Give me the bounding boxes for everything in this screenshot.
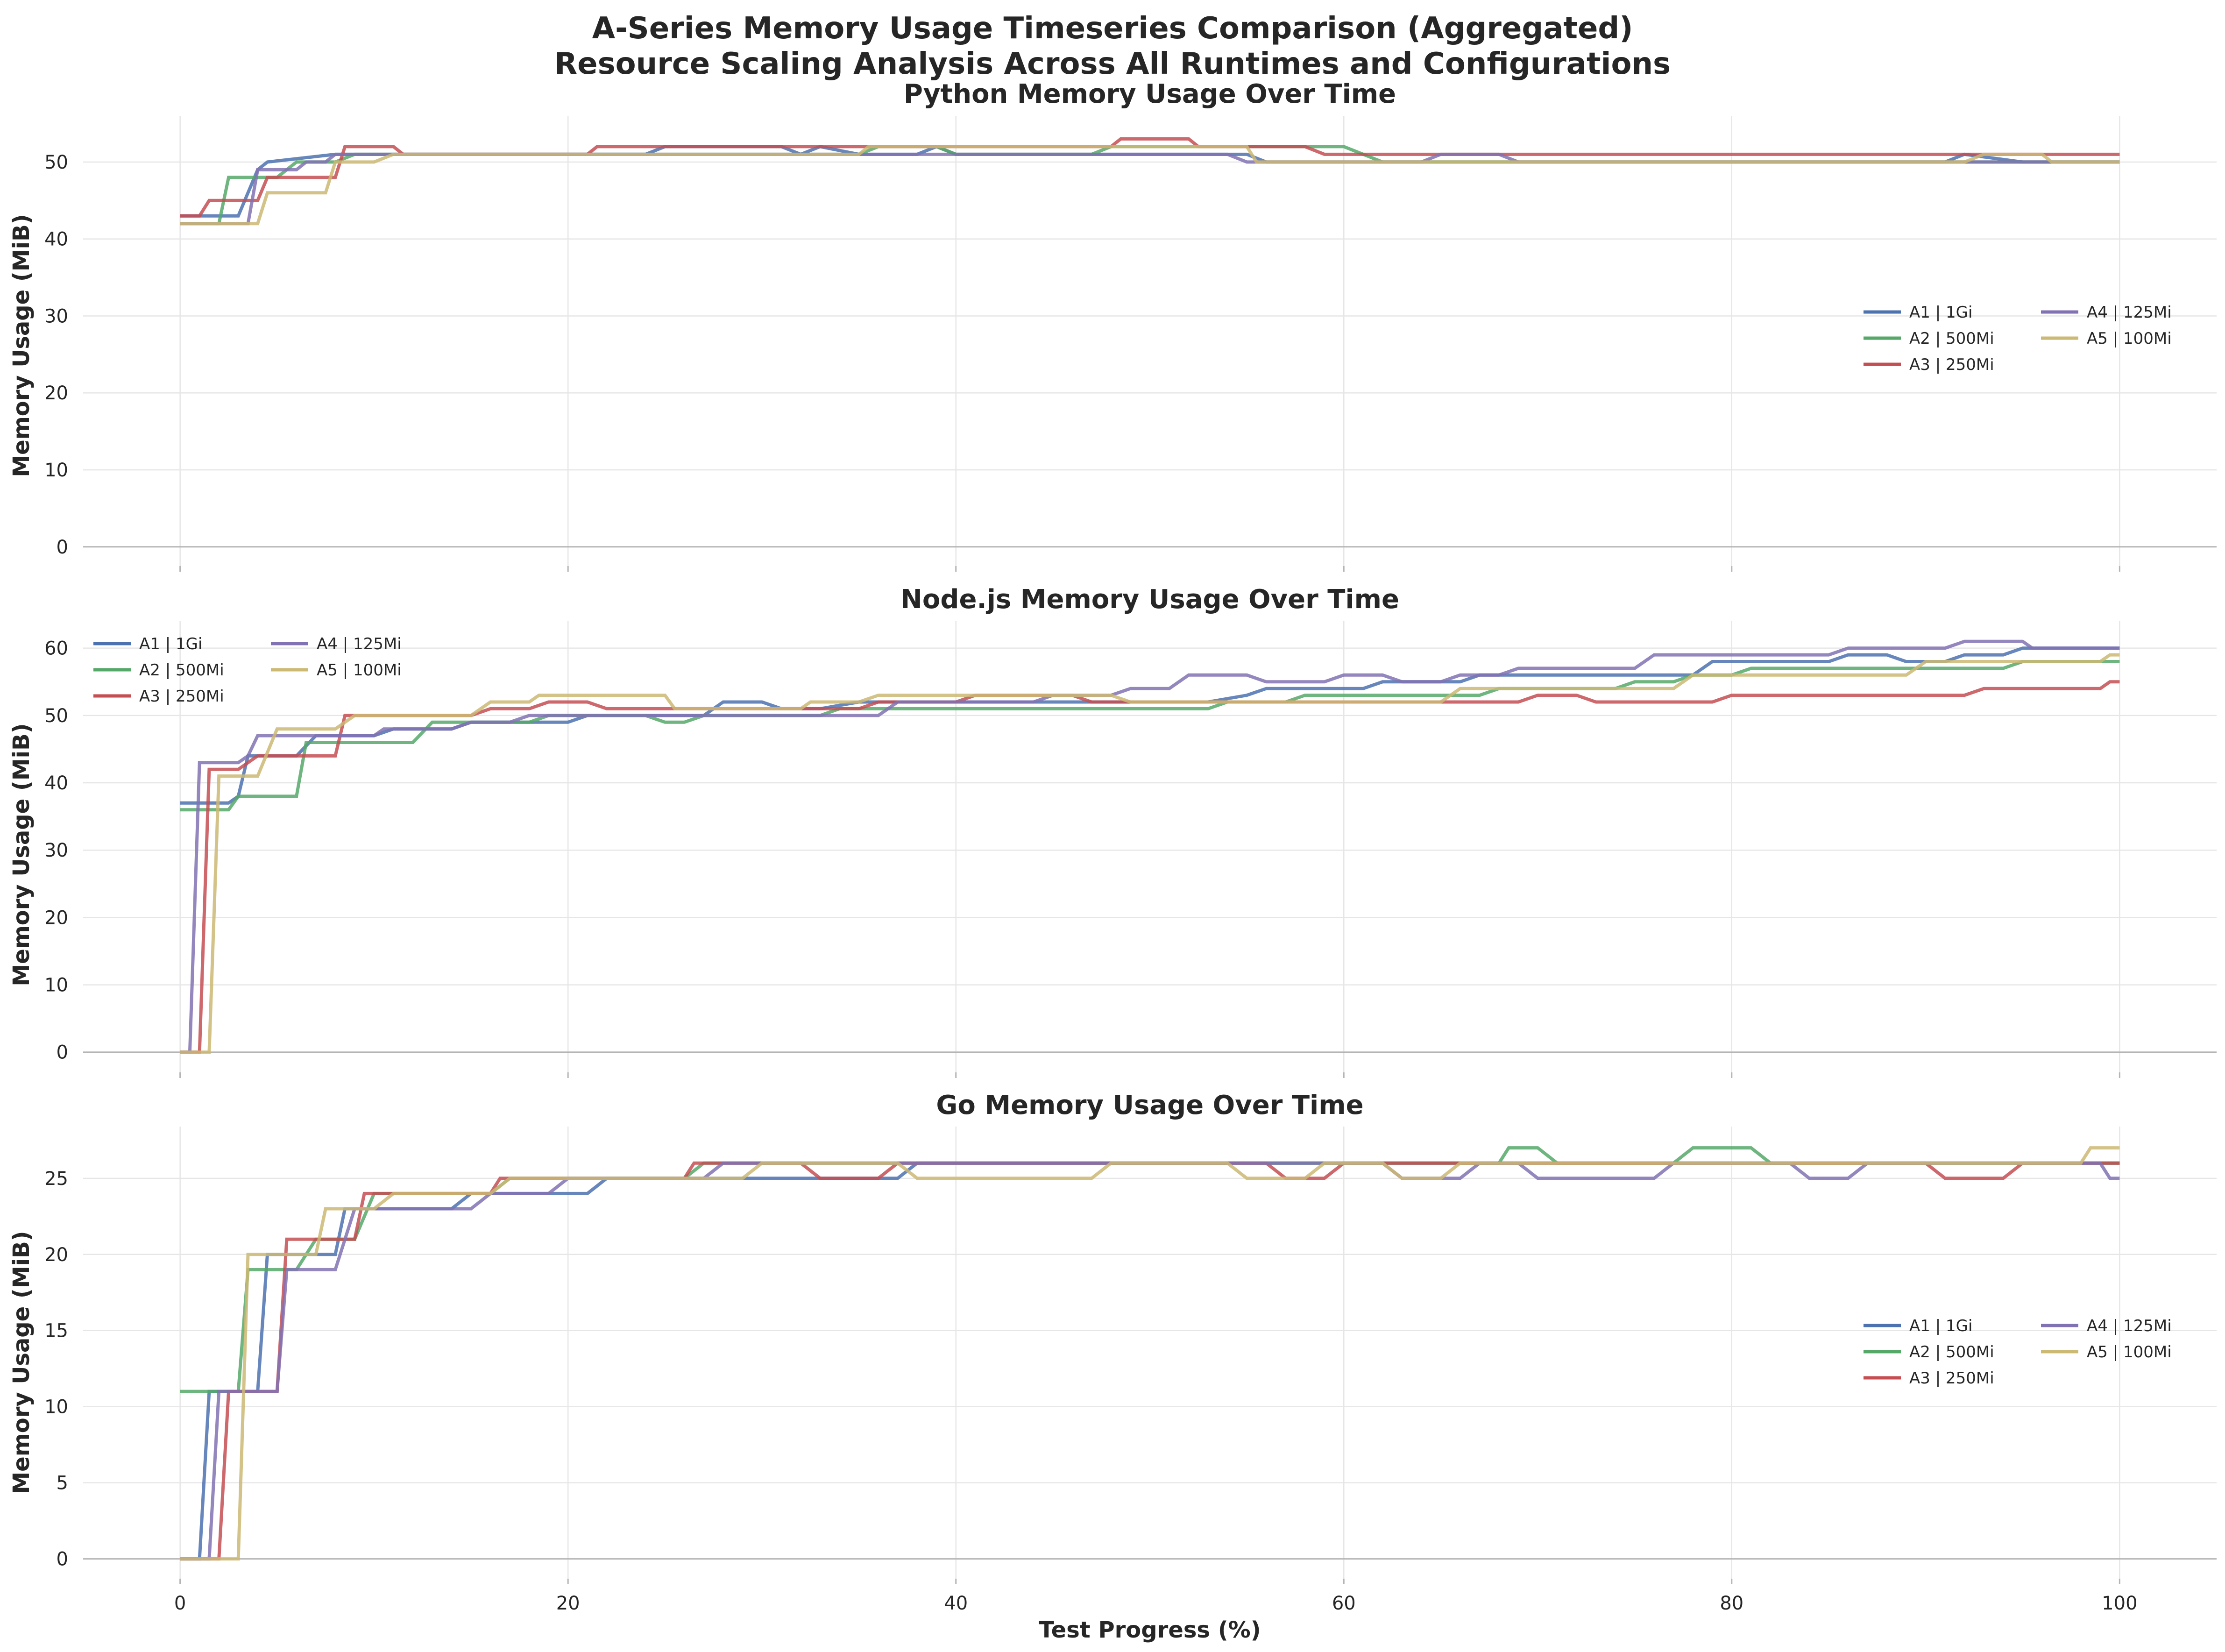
nodejs-series-a4	[180, 639, 2120, 1054]
go-series-a4	[180, 1161, 2120, 1561]
python-y-tick-label: 50	[44, 152, 68, 173]
python-memory-chart: Python Memory Usage Over Time Memory Usa…	[8, 79, 2217, 572]
python-series-a3	[180, 137, 2120, 218]
legend-label-a3: A3 | 250Mi	[139, 687, 224, 706]
python-legend: A1 | 1Gi A2 | 500Mi A3 | 250Mi A4 | 125Mi A5…	[1864, 303, 2172, 374]
python-series-a2	[180, 145, 2120, 226]
python-y-tick-label: 10	[44, 460, 68, 481]
go-series-a5	[180, 1146, 2120, 1561]
figure-title-line1: A-Series Memory Usage Timeseries Compari…	[592, 11, 1633, 46]
nodejs-y-axis-label: Memory Usage (MiB)	[8, 723, 35, 986]
nodejs-series-a1	[180, 646, 2120, 805]
python-y-tick-label: 30	[44, 305, 68, 327]
x-tick-label: 80	[1720, 1593, 1743, 1614]
legend-label-a2: A2 | 500Mi	[139, 661, 224, 680]
nodejs-series-a5	[180, 653, 2120, 1054]
nodejs-y-tick-label: 0	[57, 1042, 68, 1064]
go-y-tick-label: 20	[44, 1244, 68, 1266]
nodejs-y-tick-label: 20	[44, 907, 68, 929]
go-y-tick-label: 25	[44, 1168, 68, 1190]
nodejs-chart-title: Node.js Memory Usage Over Time	[900, 584, 1399, 615]
go-series-a3	[180, 1161, 2120, 1561]
go-y-tick-label: 5	[57, 1473, 68, 1494]
legend-label-a5: A5 | 100Mi	[2087, 1343, 2172, 1361]
x-tick-label: 0	[174, 1593, 186, 1614]
python-y-axis-label: Memory Usage (MiB)	[8, 214, 35, 477]
nodejs-memory-chart: Node.js Memory Usage Over Time Memory Us…	[8, 584, 2217, 1078]
legend-label-a5: A5 | 100Mi	[317, 661, 402, 680]
python-y-tick-label: 0	[57, 537, 68, 558]
legend-label-a5: A5 | 100Mi	[2087, 329, 2172, 348]
legend-label-a3: A3 | 250Mi	[1909, 355, 1994, 374]
nodejs-y-tick-label: 50	[44, 705, 68, 727]
x-tick-label: 40	[944, 1593, 968, 1614]
go-y-axis-label: Memory Usage (MiB)	[8, 1231, 35, 1494]
nodejs-y-tick-label: 60	[44, 638, 68, 659]
python-series-a1	[180, 145, 2120, 218]
go-y-tick-label: 10	[44, 1397, 68, 1418]
legend-label-a1: A1 | 1Gi	[139, 635, 202, 653]
nodejs-y-tick-label: 40	[44, 773, 68, 794]
legend-label-a4: A4 | 125Mi	[317, 635, 402, 653]
python-y-tick-label: 40	[44, 229, 68, 250]
legend-label-a1: A1 | 1Gi	[1909, 303, 1972, 322]
python-series-a5	[180, 145, 2120, 226]
go-y-tick-label: 15	[44, 1320, 68, 1342]
legend-label-a2: A2 | 500Mi	[1909, 329, 1994, 348]
nodejs-y-tick-label: 10	[44, 975, 68, 996]
nodejs-y-tick-label: 30	[44, 840, 68, 861]
python-chart-title: Python Memory Usage Over Time	[904, 79, 1396, 109]
legend-label-a3: A3 | 250Mi	[1909, 1369, 1994, 1388]
legend-label-a4: A4 | 125Mi	[2087, 1317, 2172, 1335]
nodejs-series-a2	[180, 660, 2120, 812]
python-y-tick-label: 20	[44, 383, 68, 404]
go-series-a2	[180, 1146, 2120, 1393]
go-memory-chart: Go Memory Usage Over Time Memory Usage (…	[8, 1090, 2217, 1643]
nodejs-series-a3	[180, 680, 2120, 1054]
go-chart-title: Go Memory Usage Over Time	[936, 1090, 1363, 1120]
legend-label-a1: A1 | 1Gi	[1909, 1317, 1972, 1335]
x-tick-label: 20	[556, 1593, 580, 1614]
legend-label-a2: A2 | 500Mi	[1909, 1343, 1994, 1361]
go-legend: A1 | 1Gi A2 | 500Mi A3 | 250Mi A4 | 125Mi A5…	[1864, 1317, 2172, 1388]
x-tick-label: 100	[2102, 1593, 2137, 1614]
x-tick-label: 60	[1332, 1593, 1356, 1614]
nodejs-legend: A1 | 1Gi A2 | 500Mi A3 | 250Mi A4 | 125Mi A5…	[93, 635, 402, 706]
x-axis-label: Test Progress (%)	[1039, 1617, 1261, 1643]
python-series-a4	[180, 152, 2120, 226]
go-y-tick-label: 0	[57, 1549, 68, 1570]
legend-label-a4: A4 | 125Mi	[2087, 303, 2172, 322]
go-series-a1	[180, 1161, 2120, 1561]
figure-title-line2: Resource Scaling Analysis Across All Run…	[554, 47, 1671, 81]
